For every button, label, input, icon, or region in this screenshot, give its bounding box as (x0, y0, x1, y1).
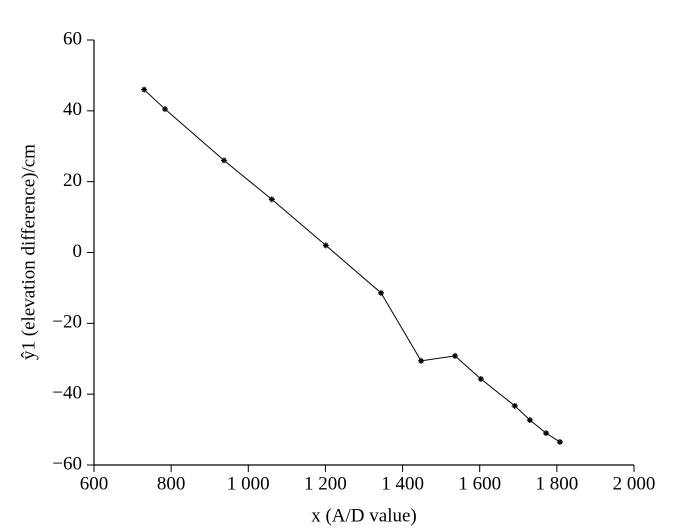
data-point (161, 106, 168, 113)
y-tick-label: −40 (52, 383, 82, 404)
y-tick-label: 40 (63, 99, 82, 120)
x-tick-label: 1 400 (381, 473, 424, 494)
y-axis-label: ŷ1 (elevation difference)/cm (18, 144, 39, 360)
x-tick-label: 1 000 (227, 473, 270, 494)
y-tick-label: −60 (52, 453, 82, 474)
x-tick-label: 1 200 (304, 473, 347, 494)
y-tick-label: −20 (52, 312, 82, 333)
data-point (511, 402, 518, 409)
data-point (268, 196, 275, 203)
data-point (556, 438, 563, 445)
x-tick-label: 600 (80, 473, 109, 494)
y-tick-label: 60 (63, 28, 82, 49)
x-tick-label: 800 (157, 473, 186, 494)
y-tick-label: 20 (63, 170, 82, 191)
x-tick-label: 1 800 (535, 473, 578, 494)
data-point (220, 157, 227, 164)
data-point (477, 375, 484, 382)
data-point (377, 289, 384, 296)
x-axis-label: x (A/D value) (311, 505, 417, 526)
data-point (526, 417, 533, 424)
data-point (452, 352, 459, 359)
data-line (143, 89, 561, 443)
y-tick-label: 0 (73, 241, 83, 262)
data-point (418, 357, 425, 364)
data-point (543, 430, 550, 437)
x-tick-label: 2 000 (613, 473, 656, 494)
data-point (322, 242, 329, 249)
data-point (141, 86, 148, 93)
x-tick-label: 1 600 (458, 473, 501, 494)
